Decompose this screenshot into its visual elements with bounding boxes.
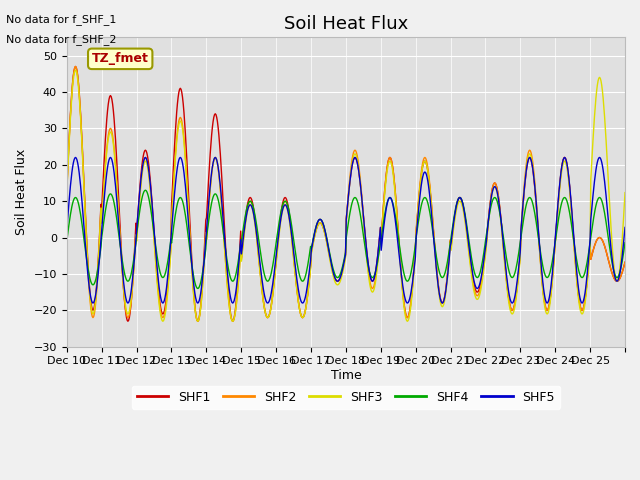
SHF2 — [63, 189, 70, 195]
SHF2 — [129, 278, 137, 284]
SHF4 — [260, 270, 268, 276]
Line: SHF3: SHF3 — [67, 70, 625, 321]
SHF4 — [141, 187, 149, 193]
SHF4 — [281, 198, 289, 204]
SHF4 — [436, 272, 444, 277]
SHF3 — [405, 316, 413, 322]
SHF2 — [405, 312, 413, 318]
Title: Soil Heat Flux: Soil Heat Flux — [284, 15, 408, 33]
SHF1 — [72, 63, 79, 69]
SHF4 — [405, 277, 413, 283]
SHF1 — [405, 312, 413, 318]
SHF2 — [194, 318, 202, 324]
SHF1 — [130, 262, 138, 268]
Text: No data for f_SHF_2: No data for f_SHF_2 — [6, 34, 117, 45]
Y-axis label: Soil Heat Flux: Soil Heat Flux — [15, 149, 28, 235]
SHF3 — [281, 202, 289, 208]
SHF1 — [124, 318, 132, 324]
SHF2 — [281, 198, 289, 204]
Text: TZ_fmet: TZ_fmet — [92, 52, 148, 65]
Line: SHF1: SHF1 — [67, 66, 625, 321]
SHF4 — [194, 286, 202, 291]
SHF3 — [260, 303, 268, 309]
SHF4 — [129, 265, 136, 271]
SHF3 — [159, 318, 166, 324]
SHF3 — [129, 276, 137, 281]
Line: SHF2: SHF2 — [67, 66, 625, 321]
SHF2 — [72, 63, 79, 69]
SHF1 — [621, 259, 629, 265]
SHF5 — [281, 202, 289, 208]
SHF2 — [621, 259, 629, 265]
SHF1 — [232, 297, 240, 303]
SHF5 — [63, 228, 70, 233]
SHF2 — [260, 303, 268, 309]
SHF5 — [89, 300, 97, 306]
SHF5 — [621, 225, 629, 230]
SHF1 — [63, 185, 70, 191]
SHF5 — [260, 290, 268, 296]
SHF4 — [621, 240, 629, 246]
SHF2 — [436, 295, 444, 300]
SHF1 — [281, 194, 289, 200]
SHF4 — [232, 269, 240, 275]
SHF3 — [72, 67, 79, 73]
SHF1 — [260, 302, 268, 308]
SHF5 — [232, 285, 240, 291]
SHF3 — [232, 301, 240, 307]
SHF5 — [405, 299, 413, 304]
Line: SHF5: SHF5 — [67, 157, 625, 303]
X-axis label: Time: Time — [330, 369, 361, 382]
SHF1 — [436, 295, 444, 300]
Line: SHF4: SHF4 — [67, 190, 625, 288]
Text: No data for f_SHF_1: No data for f_SHF_1 — [6, 14, 116, 25]
SHF3 — [63, 189, 70, 195]
SHF2 — [232, 301, 240, 307]
SHF3 — [621, 190, 629, 195]
SHF3 — [436, 298, 444, 304]
SHF4 — [63, 238, 70, 244]
SHF5 — [130, 264, 138, 270]
SHF5 — [72, 155, 79, 160]
Legend: SHF1, SHF2, SHF3, SHF4, SHF5: SHF1, SHF2, SHF3, SHF4, SHF5 — [132, 385, 560, 408]
SHF5 — [436, 295, 444, 301]
